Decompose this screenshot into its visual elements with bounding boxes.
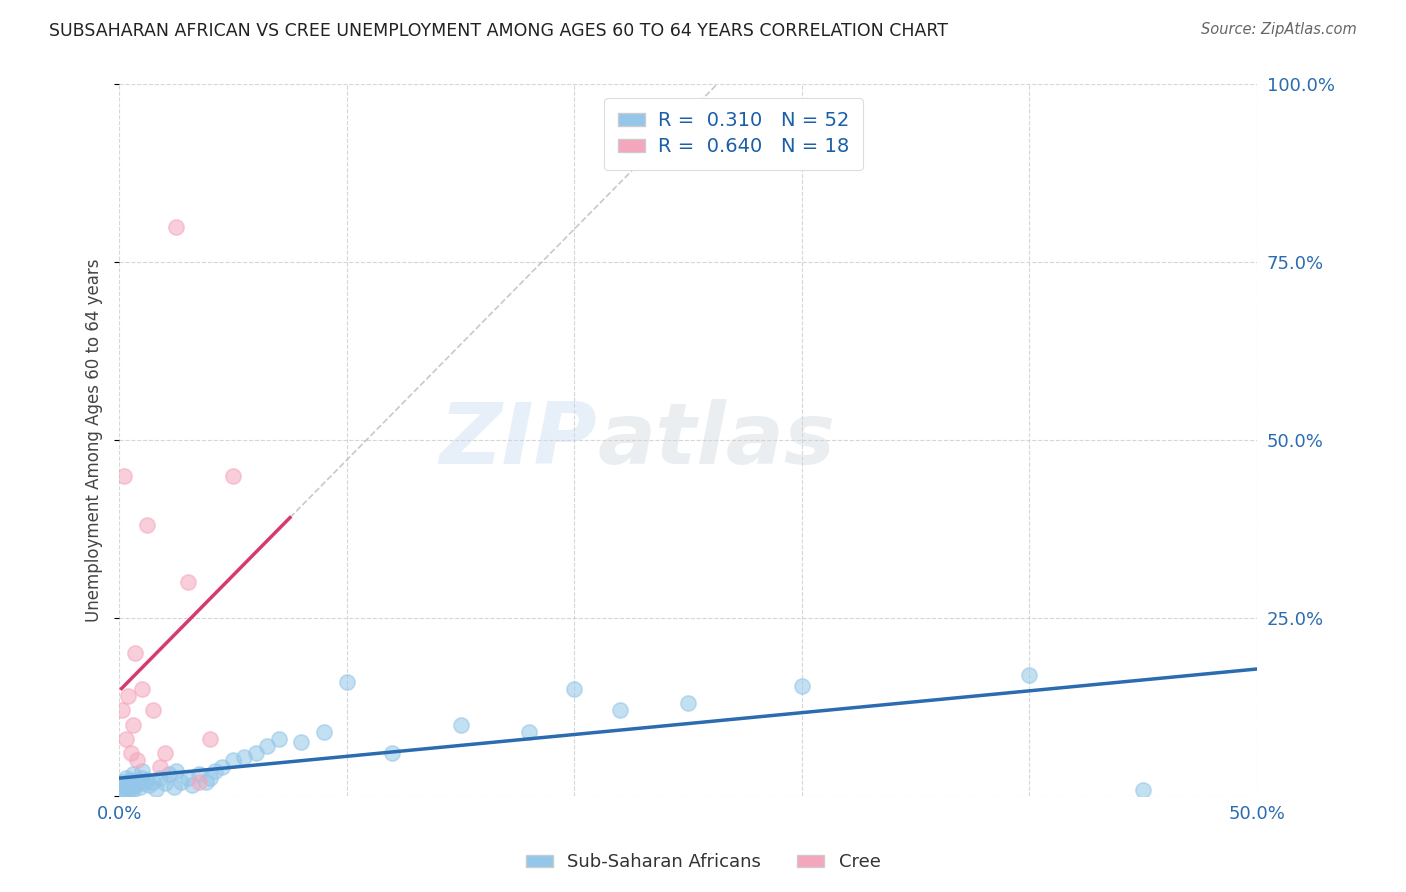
Point: [142, 774, 165, 789]
Point: [163, 780, 186, 795]
Point: [187, 774, 209, 789]
Point: [450, 717, 472, 731]
Point: [194, 774, 217, 789]
Point: [170, 774, 193, 789]
Point: [138, 778, 160, 792]
Point: [153, 746, 176, 760]
Point: [165, 764, 187, 778]
Point: [290, 735, 312, 749]
Point: [117, 689, 139, 703]
Point: [127, 774, 149, 789]
Point: [112, 468, 135, 483]
Point: [112, 778, 135, 792]
Point: [1132, 783, 1154, 797]
Point: [122, 783, 145, 797]
Point: [135, 773, 157, 788]
Point: [149, 771, 172, 785]
Point: [267, 731, 290, 746]
Point: [200, 731, 222, 746]
Point: [153, 776, 176, 790]
Point: [245, 746, 267, 760]
Point: [211, 760, 233, 774]
Point: [127, 753, 149, 767]
Point: [381, 746, 404, 760]
Point: [117, 776, 139, 790]
Point: [157, 767, 180, 781]
Text: SUBSAHARAN AFRICAN VS CREE UNEMPLOYMENT AMONG AGES 60 TO 64 YEARS CORRELATION CH: SUBSAHARAN AFRICAN VS CREE UNEMPLOYMENT …: [49, 22, 948, 40]
Point: [233, 749, 256, 764]
Point: [149, 760, 172, 774]
Point: [115, 771, 138, 785]
Point: [128, 780, 150, 795]
Point: [165, 219, 187, 234]
Legend: Sub-Saharan Africans, Cree: Sub-Saharan Africans, Cree: [519, 847, 887, 879]
Point: [112, 783, 135, 797]
Legend: R =  0.310   N = 52, R =  0.640   N = 18: R = 0.310 N = 52, R = 0.640 N = 18: [605, 98, 863, 169]
Point: [110, 774, 132, 789]
Point: [115, 780, 138, 795]
Point: [176, 771, 198, 785]
Point: [110, 781, 132, 796]
Point: [120, 781, 142, 796]
Point: [131, 771, 153, 785]
Point: [122, 717, 145, 731]
Point: [790, 679, 813, 693]
Point: [131, 764, 153, 778]
Point: [117, 785, 139, 799]
Point: [204, 764, 226, 778]
Point: [609, 703, 631, 717]
Point: [222, 753, 245, 767]
Point: [135, 518, 157, 533]
Point: [120, 773, 142, 788]
Point: [124, 778, 146, 792]
Text: Source: ZipAtlas.com: Source: ZipAtlas.com: [1201, 22, 1357, 37]
Point: [676, 696, 699, 710]
Y-axis label: Unemployment Among Ages 60 to 64 years: Unemployment Among Ages 60 to 64 years: [86, 259, 103, 622]
Point: [115, 731, 138, 746]
Point: [110, 703, 132, 717]
Point: [145, 781, 167, 796]
Point: [134, 776, 156, 790]
Point: [131, 681, 153, 696]
Point: [256, 739, 278, 753]
Point: [142, 703, 165, 717]
Point: [564, 681, 586, 696]
Point: [120, 746, 142, 760]
Point: [181, 778, 204, 792]
Point: [124, 647, 146, 661]
Point: [312, 724, 335, 739]
Text: ZIP: ZIP: [440, 399, 598, 482]
Point: [122, 767, 145, 781]
Point: [176, 575, 198, 590]
Point: [187, 767, 209, 781]
Point: [1018, 668, 1040, 682]
Point: [222, 468, 245, 483]
Text: atlas: atlas: [598, 399, 835, 482]
Point: [517, 724, 540, 739]
Point: [336, 675, 359, 690]
Point: [200, 771, 222, 785]
